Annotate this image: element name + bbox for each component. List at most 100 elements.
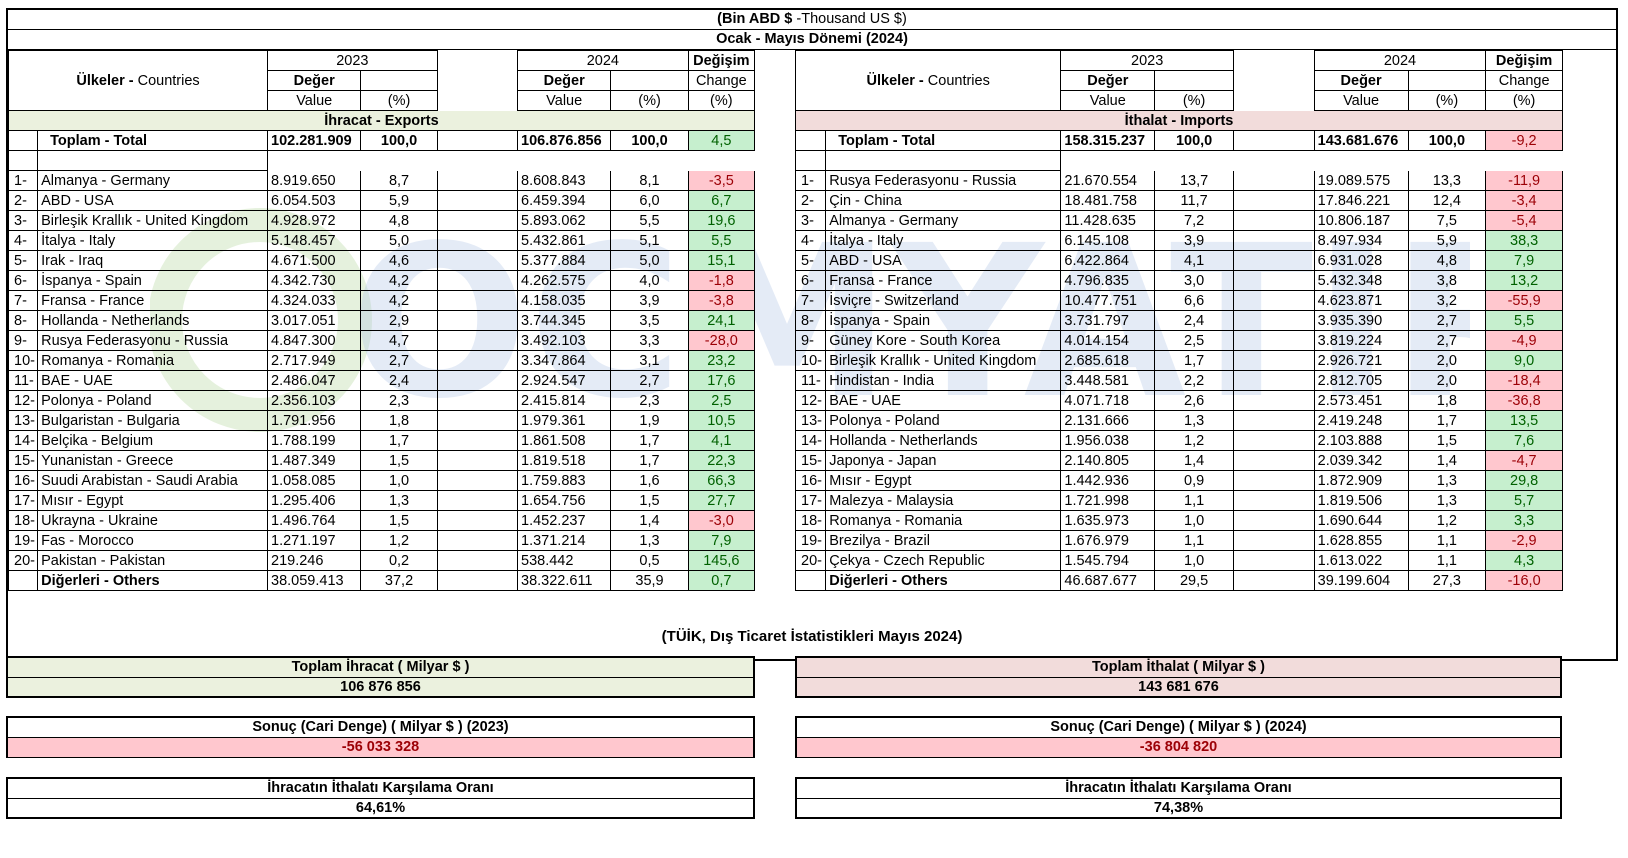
pct-2024-cell: 2,0 <box>1407 370 1487 391</box>
total-label: Toplam - Total <box>37 130 269 151</box>
spacer-cell <box>436 210 519 231</box>
value-2023-cell: 3.017.051 <box>267 310 362 331</box>
total-import-label: Toplam İthalat ( Milyar $ ) <box>1092 659 1265 675</box>
country-row: 5- ABD - USA 6.422.864 4,1 6.931.028 4,8 7,9 <box>794 250 1563 271</box>
total-pct-2023: 100,0 <box>360 130 438 151</box>
country-name: ABD - USA <box>825 250 1062 271</box>
empty-cell <box>37 150 269 171</box>
change-cell: 15,1 <box>687 250 756 271</box>
change-cell: -55,9 <box>1485 290 1563 311</box>
country-row: 12- BAE - UAE 4.071.718 2,6 2.573.451 1,8 -36,… <box>794 390 1563 411</box>
value-2024-cell: 6.459.394 <box>516 190 612 211</box>
value-2023-cell: 18.481.758 <box>1060 190 1156 211</box>
spacer-cell <box>1232 270 1315 291</box>
country-row: 12- Polonya - Poland 2.356.103 2,3 2.415.814… <box>7 390 756 411</box>
value-2024-cell: 2.039.342 <box>1313 450 1409 471</box>
spacer-cell <box>436 510 519 531</box>
value-2023-cell: 1.442.936 <box>1060 470 1156 491</box>
pct-2024-cell: 4,8 <box>1407 250 1487 271</box>
pct-2023-cell: 2,2 <box>1154 370 1234 391</box>
value-2024-cell: 4.623.871 <box>1313 290 1409 311</box>
change-cell: 5,7 <box>1485 490 1563 511</box>
empty-cell <box>360 70 438 91</box>
empty-cell <box>1407 70 1487 91</box>
empty-cell <box>1061 151 1563 171</box>
pct-2024-cell: 6,0 <box>610 190 689 211</box>
spacer-cell <box>1232 310 1315 331</box>
spacer-cell <box>436 230 519 251</box>
year-2024-header: 2024 <box>1313 50 1487 71</box>
spacer-cell <box>1232 510 1315 531</box>
rank-cell: 4- <box>794 230 827 251</box>
pct-2024-cell: 1,1 <box>1407 550 1487 571</box>
value-2023-cell: 1.635.973 <box>1060 510 1156 531</box>
pct-2023-cell: 4,1 <box>1154 250 1234 271</box>
value-2024-cell: 1.819.518 <box>516 450 612 471</box>
pct-2024-cell: 8,1 <box>610 170 689 191</box>
value-2023-cell: 1.956.038 <box>1060 430 1156 451</box>
source-note: (TÜİK, Dış Ticaret İstatistikleri Mayıs … <box>661 628 963 645</box>
spacer-cell <box>436 90 519 111</box>
value-2024-cell: 1.861.508 <box>516 430 612 451</box>
spacer-cell <box>436 490 519 511</box>
pct-2024-cell: 1,7 <box>610 450 689 471</box>
rank-cell: 2- <box>7 190 39 211</box>
rank-cell: 10- <box>7 350 39 371</box>
pct-header: (%) <box>1154 90 1234 111</box>
pct-2023-cell: 4,6 <box>360 250 438 271</box>
pct-2023-cell: 1,1 <box>1154 530 1234 551</box>
blank-row <box>7 150 755 171</box>
country-name: Mısır - Egypt <box>825 470 1062 491</box>
country-name: İtalya - Italy <box>37 230 269 251</box>
spacer-cell <box>436 330 519 351</box>
country-name: İspanya - Spain <box>825 310 1062 331</box>
countries-header-tr: Ülkeler - <box>866 72 928 89</box>
total-value-2023: 158.315.237 <box>1060 130 1156 151</box>
change-cell: -5,4 <box>1485 210 1563 231</box>
spacer-cell <box>1232 210 1315 231</box>
spacer-cell <box>1232 70 1315 91</box>
rank-cell: 18- <box>7 510 39 531</box>
change-header-en: Change <box>687 70 756 91</box>
change-cell: 3,3 <box>1485 510 1563 531</box>
change-cell: -36,8 <box>1485 390 1563 411</box>
country-name: Polonya - Poland <box>37 390 269 411</box>
spacer-cell <box>1232 130 1315 151</box>
country-row: 14- Hollanda - Netherlands 1.956.038 1,2 2.1… <box>794 430 1563 451</box>
total-import-box: Toplam İthalat ( Milyar $ ) 143 681 676 <box>795 656 1562 698</box>
empty-cell <box>1154 70 1234 91</box>
value-2023-cell: 1.058.085 <box>267 470 362 491</box>
pct-2024-cell: 3,2 <box>1407 290 1487 311</box>
total-export-box: Toplam İhracat ( Milyar $ ) 106 876 856 <box>6 656 755 698</box>
others-change: 0,7 <box>687 570 756 591</box>
value-2024-cell: 5.893.062 <box>516 210 612 231</box>
value-header-tr: Değer <box>516 70 612 91</box>
pct-2024-cell: 1,7 <box>1407 410 1487 431</box>
pct-2024-cell: 7,5 <box>1407 210 1487 231</box>
value-2024-cell: 1.654.756 <box>516 490 612 511</box>
value-2024-cell: 1.819.506 <box>1313 490 1409 511</box>
spacer-cell <box>436 350 519 371</box>
spacer-cell <box>1232 250 1315 271</box>
country-row: 7- Fransa - France 4.324.033 4,2 4.158.035 3,… <box>7 290 756 311</box>
pct-2023-cell: 3,9 <box>1154 230 1234 251</box>
rank-cell: 19- <box>794 530 827 551</box>
spacer-cell <box>1232 90 1315 111</box>
country-name: Polonya - Poland <box>825 410 1062 431</box>
empty-cell <box>794 570 827 591</box>
pct-2023-cell: 1,1 <box>1154 490 1234 511</box>
value-2023-cell: 4.324.033 <box>267 290 362 311</box>
rank-cell: 9- <box>794 330 827 351</box>
pct-2023-cell: 4,7 <box>360 330 438 351</box>
header-row: Value (%) Value (%) (%) <box>796 90 1563 111</box>
rank-cell: 2- <box>794 190 827 211</box>
value-2024-cell: 2.103.888 <box>1313 430 1409 451</box>
value-2023-cell: 2.486.047 <box>267 370 362 391</box>
coverage-left-box: İhracatın İthalatı Karşılama Oranı 64,61… <box>6 777 755 819</box>
country-row: 16- Suudi Arabistan - Saudi Arabia 1.058.0… <box>7 470 756 491</box>
total-pct-2024: 100,0 <box>610 130 689 151</box>
value-header-en: Value <box>1060 90 1156 111</box>
rank-cell: 14- <box>7 430 39 451</box>
value-2023-cell: 2.717.949 <box>267 350 362 371</box>
pct-2023-cell: 1,5 <box>360 450 438 471</box>
